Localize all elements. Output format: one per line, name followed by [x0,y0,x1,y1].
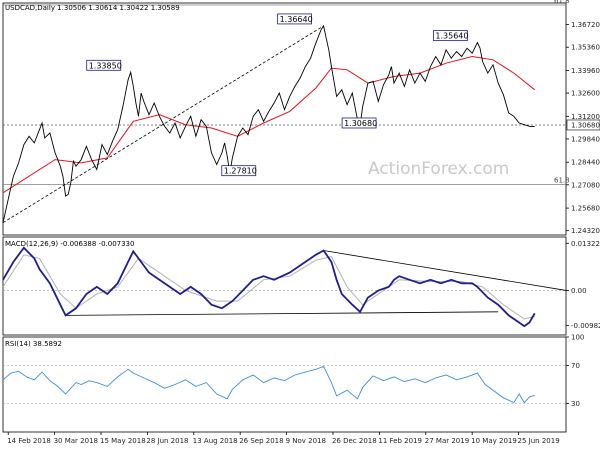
x-axis-tick-label: 28 Jun 2018 [146,437,188,445]
price-y-tick-label: 1.27080 [571,181,600,189]
fibo-label: 61.8 [554,176,570,184]
symbol-info-label: USDCAD,Daily 1.30506 1.30614 1.30422 1.3… [5,4,180,12]
watermark-text: ActionForex.com [368,159,509,179]
rsi-label: RSI(14) 38.5892 [5,340,62,348]
x-axis-tick-label: 11 Feb 2019 [378,437,422,445]
macd-panel: 0.013229 0.00 -0.00982 [2,236,600,336]
x-axis-tick-label: 26 Sep 2018 [239,437,283,445]
rsi-y-tick-label: 70 [571,362,580,370]
x-axis-tick-label: 25 Jun 2019 [518,437,560,445]
macd-label: MACD(12,26,9) -0.006388 -0.007330 [5,240,134,248]
x-axis-tick-label: 13 Aug 2018 [193,437,238,445]
rsi-y-tick-label: 30 [571,400,580,408]
macd-falling-trendline [323,250,567,291]
price-annotation-box [432,30,468,41]
price-y-tick-label: 1.35360 [571,44,600,52]
macd-support-trendline [65,311,499,316]
macd-line [2,246,536,328]
price-annotation-label: 1.30680 [344,119,377,128]
macd-y-tick-label: 0.00 [571,287,587,295]
x-axis: 14 Feb 2018 30 Mar 2018 15 May 2018 28 Jun … [7,432,560,445]
price-y-tick-label: 1.29840 [571,135,600,143]
x-axis-tick-label: 10 May 2019 [471,437,517,445]
price-annotation-box [221,165,257,177]
price-y-tick-label: 1.28440 [571,159,600,167]
price-annotation-label: 1.33850 [89,61,122,70]
macd-y-tick-label: -0.00982 [571,322,600,330]
rsi-panel: 100 70 30 [2,334,584,433]
price-y-tick-label: 1.24320 [571,227,600,235]
price-annotation-label: 1.36640 [280,15,313,24]
x-axis-tick-label: 14 Feb 2018 [7,437,51,445]
price-y-tick-label: 1.31200 [571,113,600,121]
price-y-tick-label: 1.25680 [571,205,600,213]
rsi-panel-frame [2,336,567,433]
x-axis-tick-label: 9 Nov 2018 [286,437,326,445]
current-price-box [566,119,600,131]
fibo-label: 61.8 [554,0,570,5]
x-axis-tick-label: 15 May 2018 [100,437,146,445]
price-y-tick-label: 1.32600 [571,90,600,98]
price-annotation-box [277,13,312,25]
price-panel-frame [2,2,567,236]
rsi-line [2,365,535,404]
rsi-y-tick-label: 100 [571,334,584,342]
moving-average-line [2,55,536,194]
price-panel: 1.36720 1.35360 1.33960 1.32600 1.31200 1.298… [2,0,600,236]
x-axis-tick-label: 26 Dec 2018 [332,437,377,445]
current-price-label: 1.30680 [571,121,600,129]
price-annotation-box [86,59,122,71]
price-y-tick-label: 1.36720 [571,21,600,29]
macd-y-tick-label: 0.013229 [571,240,600,248]
price-line [2,24,535,223]
x-axis-tick-label: 27 Mar 2019 [425,437,469,445]
price-annotation-label: 1.27810 [224,167,257,176]
price-y-tick-label: 1.33960 [571,67,600,75]
price-annotation-label: 1.35640 [435,32,468,41]
rising-trendline [2,25,324,224]
x-axis-tick-label: 30 Mar 2018 [54,437,98,445]
price-annotation-box [341,117,377,129]
